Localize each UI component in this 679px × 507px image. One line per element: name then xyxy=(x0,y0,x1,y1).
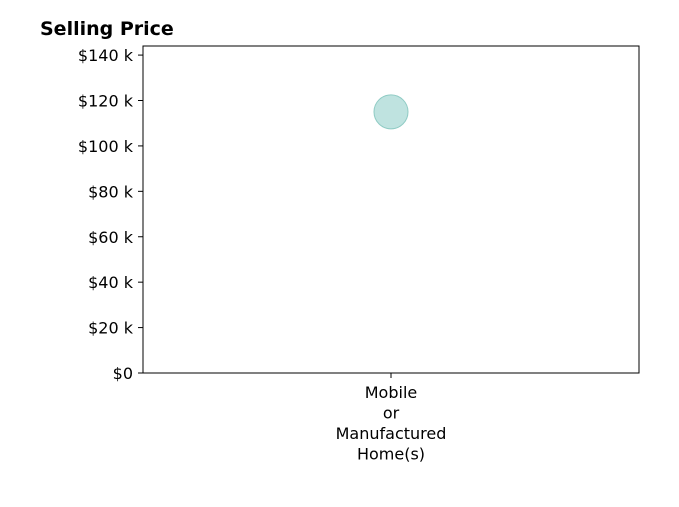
y-tick-label: $100 k xyxy=(78,137,134,156)
data-point xyxy=(373,94,409,130)
y-tick-label: $120 k xyxy=(78,92,134,111)
y-tick-label: $80 k xyxy=(88,182,134,201)
data-points xyxy=(373,94,409,130)
y-tick-label: $140 k xyxy=(78,46,134,65)
y-tick-label: $40 k xyxy=(88,273,134,292)
y-tick-label: $60 k xyxy=(88,228,134,247)
y-tick-label: $0 xyxy=(113,364,133,383)
x-axis: Mobile or Manufactured Home(s) xyxy=(336,373,447,464)
chart-title: Selling Price xyxy=(40,18,174,40)
y-tick-label: $20 k xyxy=(88,319,134,338)
x-tick-label: Mobile or Manufactured Home(s) xyxy=(336,383,447,464)
y-axis: $0 $20 k $40 k $60 k $80 k $100 k $120 k $140 k xyxy=(78,46,143,383)
